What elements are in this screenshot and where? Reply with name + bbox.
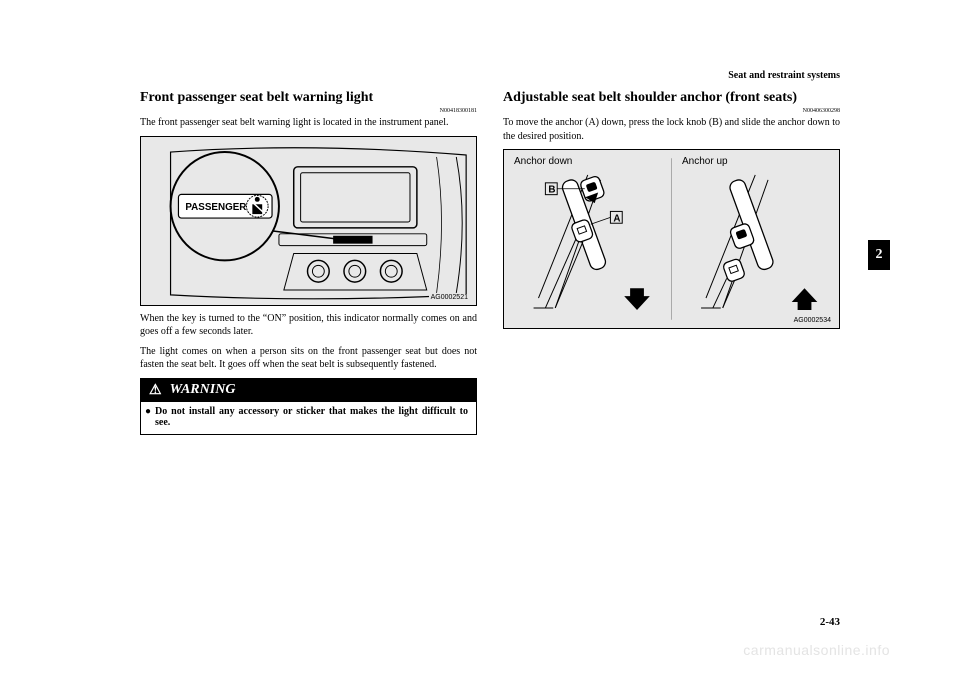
left-docnum: N00418300181 [140,108,477,114]
running-header: Seat and restraint systems [728,70,840,81]
left-p2: When the key is turned to the “ON” posit… [140,312,477,339]
warning-bullet-icon: ● [145,406,151,417]
right-heading: Adjustable seat belt shoulder anchor (fr… [503,90,840,106]
figure-b-id: AG0002534 [792,317,833,324]
page-content: Front passenger seat belt warning light … [140,90,840,435]
label-anchor-down: Anchor down [514,156,572,167]
warning-text: Do not install any accessory or sticker … [155,406,468,428]
dashboard-svg: PASSENGER [141,137,476,305]
warning-box: ⚠ WARNING ● Do not install any accessory… [140,378,477,435]
warning-body: ● Do not install any accessory or sticke… [141,402,476,434]
page-number: 2-43 [820,616,840,628]
thumb-tab: 2 [868,240,890,270]
watermark: carmanualsonline.info [743,642,890,658]
right-column: Adjustable seat belt shoulder anchor (fr… [503,90,840,435]
figure-dashboard: PASSENGER AG0002521 [140,136,477,306]
label-b: B [548,185,555,196]
right-p1: To move the anchor (A) down, press the l… [503,116,840,143]
left-p3: The light comes on when a person sits on… [140,345,477,372]
right-docnum: N00406300298 [503,108,840,114]
warning-title: WARNING [170,382,236,398]
passenger-label: PASSENGER [185,202,246,213]
left-column: Front passenger seat belt warning light … [140,90,477,435]
label-a: A [613,213,620,224]
label-anchor-up: Anchor up [682,156,728,167]
figure-a-id: AG0002521 [429,294,470,301]
warning-header: ⚠ WARNING [141,379,476,402]
anchor-svg: B A [504,150,839,328]
left-p1: The front passenger seat belt warning li… [140,116,477,130]
left-heading: Front passenger seat belt warning light [140,90,477,106]
warning-triangle-icon: ⚠ [149,382,162,399]
figure-anchor: Anchor down Anchor up [503,149,840,329]
